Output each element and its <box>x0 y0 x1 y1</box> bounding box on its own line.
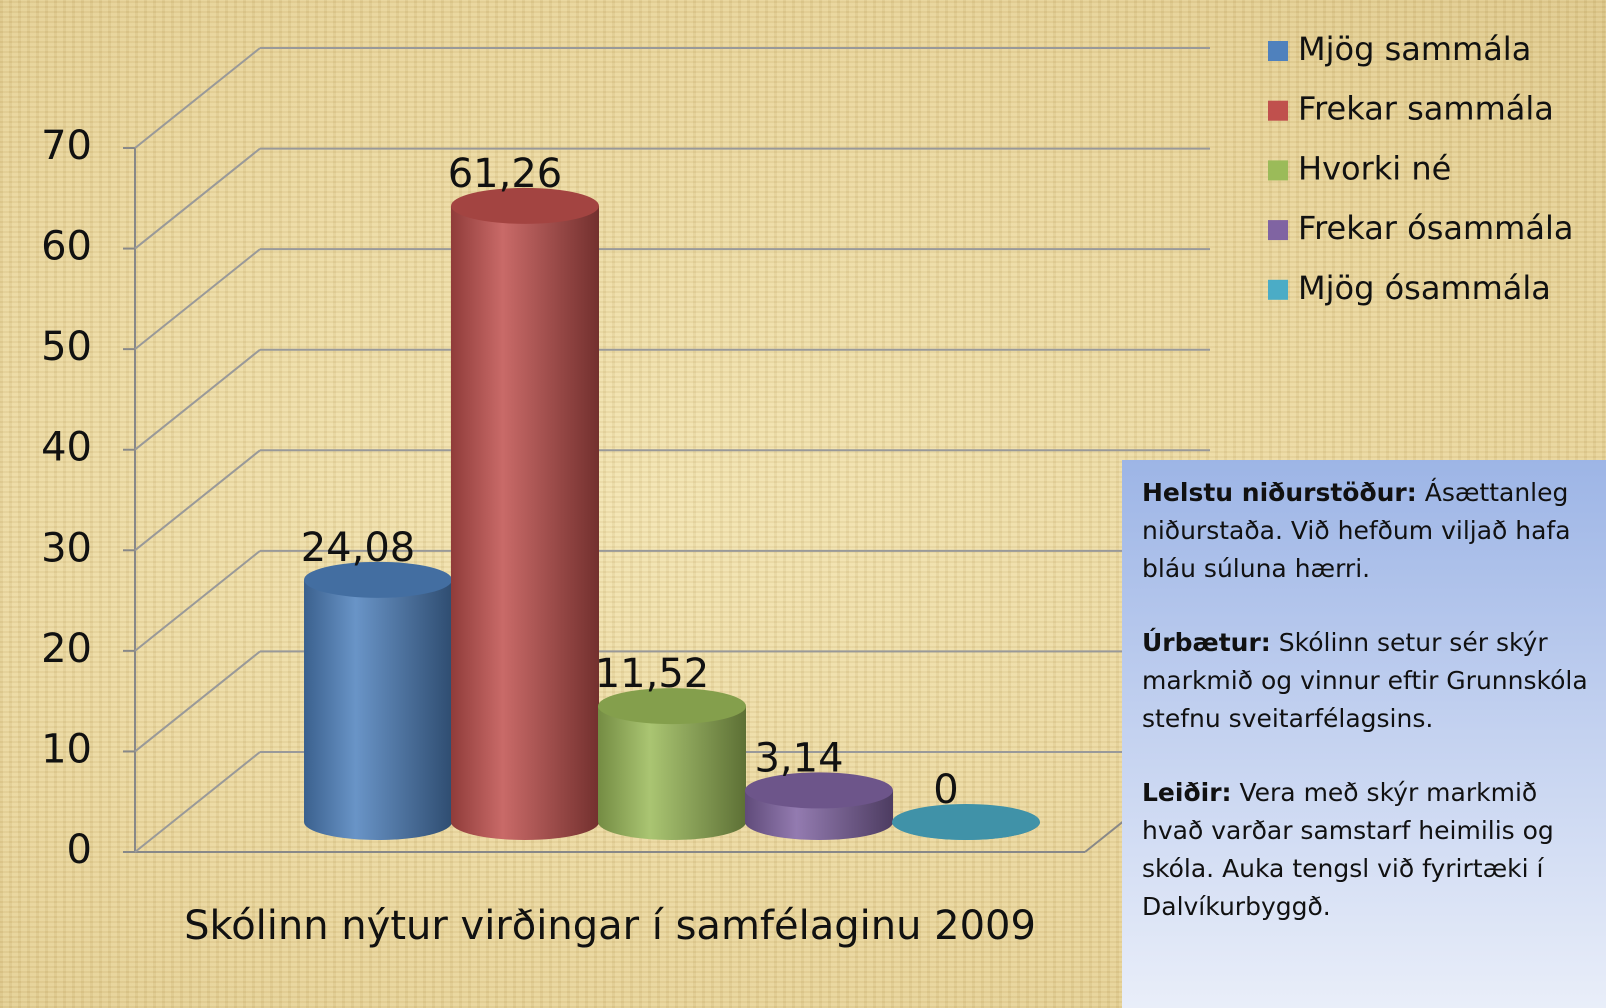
legend-swatch <box>1268 100 1288 121</box>
note-heading: Helstu niðurstöður: <box>1142 478 1417 507</box>
notes-box: Helstu niðurstöður: Ásættanleg niðurstað… <box>1122 460 1606 1008</box>
note-text: Skólinn setur sér skýr markmið og vinnur… <box>1142 628 1588 733</box>
note: Helstu niðurstöður: Ásættanleg niðurstað… <box>1142 474 1596 588</box>
value-label: 24,08 <box>301 525 416 571</box>
legend-swatch <box>1268 220 1288 241</box>
cylinder-body <box>304 579 452 840</box>
legend-label: Frekar ósammála <box>1298 209 1573 247</box>
cylinder-top <box>451 187 599 224</box>
value-label: 11,52 <box>595 651 710 697</box>
note-text: Ásættanleg niðurstaða. Við hefðum viljað… <box>1142 478 1571 583</box>
value-label: 61,26 <box>448 151 563 197</box>
cylinder <box>745 772 893 840</box>
cylinder-top <box>598 688 746 725</box>
cylinder <box>451 187 599 841</box>
grid-line <box>134 348 261 451</box>
legend-label: Hvorki né <box>1298 149 1451 187</box>
cylinder <box>598 688 746 840</box>
y-tick-label: 0 <box>67 827 92 873</box>
y-tick-label: 10 <box>41 726 92 772</box>
y-tick-label: 30 <box>41 525 92 571</box>
legend-swatch <box>1268 41 1288 61</box>
y-tick-label: 60 <box>41 224 92 270</box>
grid-line <box>134 449 261 552</box>
cylinder-top <box>304 561 452 598</box>
legend-label: Mjög ósammála <box>1298 269 1551 307</box>
note-heading: Úrbætur: <box>1142 628 1271 657</box>
value-label: 3,14 <box>754 735 843 781</box>
legend-label: Mjög sammála <box>1298 30 1531 68</box>
grid-line <box>134 751 261 853</box>
cylinder-body <box>598 706 746 840</box>
chart-title: Skólinn nýtur virðingar í samfélaginu 20… <box>184 903 1036 949</box>
grid-line <box>134 550 261 652</box>
y-tick-label: 20 <box>41 626 92 672</box>
note-text: Vera með skýr markmið hvað varðar samsta… <box>1142 778 1554 921</box>
cylinder-top <box>892 804 1040 840</box>
grid-line <box>134 47 261 149</box>
value-label: 0 <box>933 767 958 813</box>
note: Úrbætur: Skólinn setur sér skýr markmið … <box>1142 624 1596 738</box>
grid-line <box>134 248 261 350</box>
legend-swatch <box>1268 279 1288 300</box>
cylinder-body <box>451 205 599 841</box>
grid-line <box>134 147 261 250</box>
y-tick-label: 40 <box>41 425 92 471</box>
y-tick-label: 70 <box>41 123 92 169</box>
cylinder <box>892 804 1040 840</box>
cylinder-top <box>745 772 893 809</box>
legend-label: Frekar sammála <box>1298 90 1554 128</box>
grid-line <box>134 650 261 753</box>
y-tick-label: 50 <box>41 324 92 370</box>
note: Leiðir: Vera með skýr markmið hvað varða… <box>1142 774 1596 926</box>
legend-swatch <box>1268 160 1288 181</box>
cylinder <box>304 561 452 840</box>
note-heading: Leiðir: <box>1142 778 1232 807</box>
